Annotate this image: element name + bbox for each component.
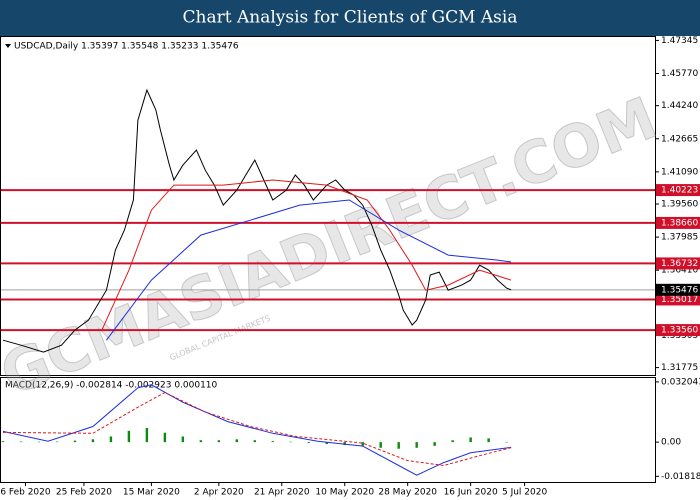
y-tick-label: 0.00	[661, 438, 681, 448]
series-line	[105, 199, 512, 341]
level-label: 1.36732	[661, 259, 698, 269]
level-label-box	[656, 293, 700, 306]
histogram-bar	[235, 439, 239, 443]
histogram-bar	[469, 437, 472, 443]
histogram-bar	[73, 440, 77, 443]
y-tick-label: 1.37985	[661, 233, 698, 243]
level-label: 1.35017	[661, 295, 698, 305]
level-label-box	[656, 257, 700, 270]
y-tick-label: 1.47345	[661, 36, 698, 46]
histogram-bar	[181, 436, 185, 443]
histogram-bar	[325, 442, 328, 445]
histogram-bar	[379, 442, 382, 448]
level-label-box	[656, 184, 700, 197]
y-tick-label: 0.032043	[661, 377, 700, 387]
macd-label: MACD(12,26,9) -0.002814 -0.002923 0.0001…	[5, 381, 218, 391]
series-line	[2, 384, 512, 476]
y-tick-label: 1.41090	[661, 167, 698, 177]
x-tick-label: 15 Mar 2020	[123, 488, 180, 498]
histogram-bar	[271, 441, 274, 443]
histogram-bar	[37, 441, 41, 443]
y-tick-label: 1.42665	[661, 134, 698, 144]
level-label: 1.40223	[661, 186, 698, 196]
series-line	[101, 179, 512, 331]
main-panel	[0, 36, 656, 376]
last-price-box	[656, 283, 700, 296]
histogram-bar	[505, 441, 508, 443]
histogram-bar	[127, 430, 131, 443]
histogram-bar	[289, 441, 292, 443]
x-tick-label: 21 Apr 2020	[254, 488, 310, 498]
histogram-bar	[253, 440, 257, 443]
level-label: 1.38660	[661, 218, 698, 228]
histogram-bar	[217, 440, 221, 443]
histogram-bar	[397, 442, 400, 449]
series-line	[2, 88, 512, 353]
histogram-bar	[145, 428, 149, 443]
x-tick-label: 25 Feb 2020	[56, 488, 112, 498]
x-tick-label: 2 Apr 2020	[194, 488, 244, 498]
y-tick-label: 1.45770	[661, 69, 698, 79]
histogram-bar	[163, 432, 167, 443]
chart-header: USDCAD,Daily 1.35397 1.35548 1.35233 1.3…	[14, 42, 239, 52]
y-tick-label: 1.36410	[661, 266, 698, 276]
histogram-bar	[19, 441, 23, 443]
histogram-bar	[307, 442, 310, 444]
last-price-label: 1.35476	[661, 285, 698, 295]
y-tick-label: 1.44240	[661, 101, 698, 111]
histogram-bar	[91, 439, 95, 443]
histogram-bar	[199, 440, 203, 443]
x-tick-label: 16 Jun 2020	[444, 488, 498, 498]
page-title: Chart Analysis for Clients of GCM Asia	[183, 8, 518, 28]
macd-panel	[0, 377, 656, 483]
level-label: 1.33560	[661, 326, 698, 336]
histogram-bar	[55, 441, 59, 443]
series-line	[2, 391, 512, 467]
y-tick-label: 1.39560	[661, 200, 698, 210]
level-label-box	[656, 216, 700, 229]
histogram-bar	[343, 442, 346, 445]
histogram-bar	[1, 441, 5, 443]
x-tick-label: 28 May 2020	[378, 488, 437, 498]
histogram-bar	[361, 442, 364, 446]
histogram-bar	[415, 442, 418, 448]
histogram-bar	[487, 438, 490, 443]
y-tick-label: -0.018188	[661, 472, 700, 482]
y-tick-label: 1.31775	[661, 363, 698, 373]
x-tick-label: 6 Feb 2020	[0, 488, 51, 498]
title-bar	[0, 0, 700, 36]
x-tick-label: 10 May 2020	[315, 488, 374, 498]
x-tick-label: 5 Jul 2020	[502, 488, 547, 498]
level-label-box	[656, 324, 700, 337]
histogram-bar	[451, 440, 454, 443]
watermark: GCMASIADIRECT.COM	[0, 84, 666, 409]
symbol-arrow	[5, 44, 11, 48]
histogram-bar	[433, 442, 436, 446]
histogram-bar	[109, 436, 113, 443]
